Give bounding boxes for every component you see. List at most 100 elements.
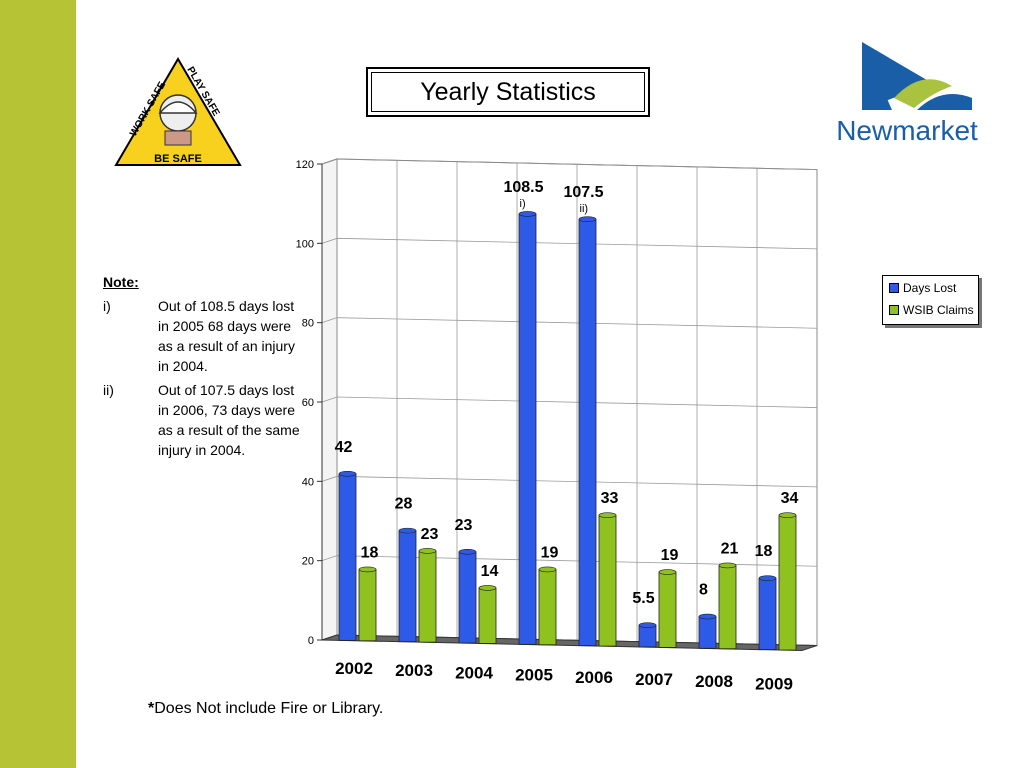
bar-body [358, 569, 377, 642]
x-tick-label: 2005 [515, 666, 553, 685]
y-tick-label: 40 [302, 476, 314, 488]
data-label: 5.5 [632, 590, 654, 607]
bar [538, 566, 557, 646]
bar-body [638, 624, 657, 648]
note-item: i) Out of 108.5 days lost in 2005 68 day… [103, 296, 303, 376]
x-tick-label: 2008 [695, 672, 733, 691]
bar-body [478, 587, 497, 644]
data-label: 18 [755, 543, 773, 560]
x-tick-label: 2009 [755, 674, 793, 693]
y-tick-label: 0 [308, 635, 314, 647]
bar-cap [338, 470, 357, 477]
bar-cap [518, 211, 537, 217]
bar [338, 470, 357, 641]
bar-body [458, 551, 477, 644]
note-item-number: ii) [103, 382, 114, 398]
footnote-mark: * [148, 700, 155, 717]
bar-cap [638, 622, 657, 628]
bar [518, 211, 537, 645]
x-tick-label: 2004 [455, 663, 493, 682]
annotation-label: i) [520, 198, 526, 210]
data-label: 108.5 [503, 179, 543, 196]
x-tick-label: 2006 [575, 668, 613, 687]
bar-cap [458, 548, 477, 555]
bar-body [518, 213, 537, 645]
note-item-text: Out of 108.5 days lost in 2005 68 days w… [158, 298, 295, 374]
bar-body [538, 569, 557, 646]
footnote: *Does Not include Fire or Library. [148, 700, 383, 718]
data-label: 42 [335, 439, 353, 456]
annotation-label: ii) [580, 203, 589, 215]
bar-body [338, 473, 357, 641]
sidebar-accent-bar [0, 0, 76, 768]
bar-cap [398, 527, 417, 534]
y-tick-label: 60 [302, 397, 314, 409]
data-label: 14 [481, 563, 499, 580]
newmarket-logo: Newmarket [836, 42, 978, 146]
note-block: Note: i) Out of 108.5 days lost in 2005 … [103, 272, 303, 460]
y-tick-label: 20 [302, 556, 314, 568]
bar-body [398, 530, 417, 643]
bar [778, 512, 797, 651]
legend-label: Days Lost [903, 281, 957, 295]
bar-cap [758, 575, 777, 582]
bar [698, 613, 717, 649]
bar-body [578, 218, 597, 647]
x-tick-label: 2003 [395, 661, 433, 680]
chart-legend: Days Lost WSIB Claims [882, 275, 979, 325]
bar [478, 585, 497, 644]
bar [358, 566, 377, 642]
bar-cap [538, 566, 557, 573]
bar-body [418, 550, 437, 643]
safety-logo: WORK SAFE PLAY SAFE BE SAFE [114, 57, 242, 166]
bar [758, 575, 777, 651]
footnote-text: Does Not include Fire or Library. [154, 700, 384, 717]
bar-body [778, 514, 797, 651]
legend-item: Days Lost [889, 281, 956, 295]
data-label: 23 [455, 517, 473, 534]
note-item-number: i) [103, 298, 111, 314]
bar-cap [718, 562, 737, 569]
bar [578, 216, 597, 647]
note-item-text: Out of 107.5 days lost in 2006, 73 days … [158, 382, 300, 458]
data-label: 23 [421, 526, 439, 543]
bar-body [698, 616, 717, 649]
data-label: 33 [601, 490, 619, 507]
bar [638, 622, 657, 648]
x-tick-label: 2007 [635, 670, 673, 689]
bar [458, 548, 477, 644]
note-heading: Note: [103, 274, 139, 290]
bar-cap [358, 566, 377, 573]
bar-body [598, 514, 617, 647]
note-item: ii) Out of 107.5 days lost in 2006, 73 d… [103, 380, 303, 460]
legend-item: WSIB Claims [889, 303, 974, 317]
bar [598, 512, 617, 647]
data-label: 19 [541, 544, 559, 561]
y-tick-label: 100 [296, 238, 314, 250]
data-label: 21 [721, 540, 739, 557]
newmarket-logo-text: Newmarket [836, 115, 978, 146]
bar-cap [478, 585, 497, 591]
bar-body [658, 571, 677, 648]
safety-logo-bottom-text: BE SAFE [154, 153, 202, 165]
data-label: 34 [781, 490, 799, 507]
bar-body [718, 565, 737, 650]
chart-title-box: Yearly Statistics [366, 67, 650, 117]
bar [398, 527, 417, 643]
data-label: 19 [661, 547, 679, 564]
bar-cap [598, 512, 617, 518]
bar [418, 548, 437, 643]
bar-cap [418, 548, 437, 554]
bar-cap [778, 512, 797, 518]
legend-swatch [889, 283, 899, 293]
x-tick-label: 2002 [335, 659, 373, 678]
bar [658, 569, 677, 648]
bar-cap [578, 216, 597, 223]
chart-title: Yearly Statistics [371, 72, 645, 112]
legend-label: WSIB Claims [903, 303, 974, 317]
legend-swatch [889, 305, 899, 315]
y-tick-label: 80 [302, 318, 314, 330]
bar-cap [658, 569, 677, 575]
data-label: 107.5 [563, 184, 603, 201]
